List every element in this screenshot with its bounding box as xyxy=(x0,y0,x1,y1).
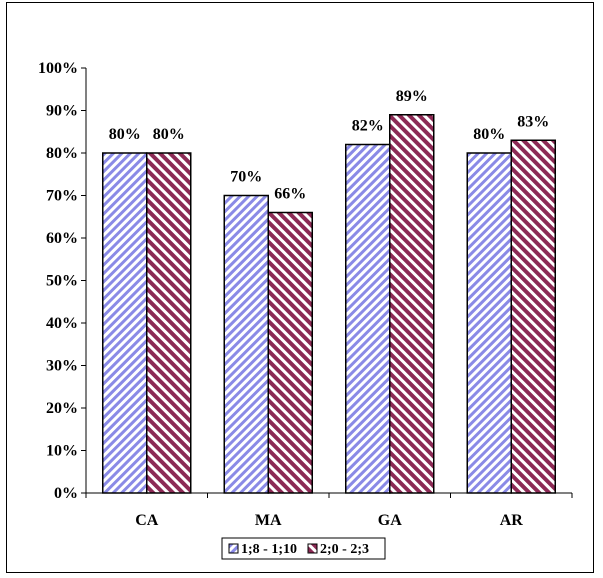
data-label: 82% xyxy=(352,118,384,135)
bar-ar-series-2 xyxy=(510,139,556,494)
bar-ma-series-1 xyxy=(223,194,269,494)
bars: 80% 80% 70% 66% 82% 89% 80% 83% xyxy=(102,88,556,494)
x-category-label: CA xyxy=(135,512,159,529)
y-tick-label: 40% xyxy=(46,315,78,332)
bar-ca-series-1 xyxy=(102,152,148,494)
legend-swatch-series-1 xyxy=(228,543,239,554)
data-label: 83% xyxy=(517,113,549,130)
y-tick-label: 30% xyxy=(46,358,78,375)
bar-ma-series-2 xyxy=(267,211,313,494)
y-tick-label: 0% xyxy=(54,485,78,502)
data-label: 80% xyxy=(109,126,141,143)
legend-label-series-1: 1;8 - 1;10 xyxy=(241,542,297,557)
x-category-label: MA xyxy=(255,512,282,529)
x-axis: CA MA GA AR xyxy=(85,492,573,529)
y-tick-label: 50% xyxy=(46,273,78,290)
y-tick-label: 80% xyxy=(46,145,78,162)
bar-ca-series-2 xyxy=(146,152,192,494)
legend-label-series-2: 2;0 - 2;3 xyxy=(320,542,369,557)
legend-swatch-series-2 xyxy=(307,543,318,554)
bar-ga-series-1 xyxy=(345,143,391,494)
x-category-label: GA xyxy=(378,512,402,529)
data-label: 80% xyxy=(473,126,505,143)
legend: 1;8 - 1;10 2;0 - 2;3 xyxy=(221,537,386,560)
chart-frame: 0% 10% 20% 30% 40% 50% 60% 70% 80% 90% 100% 80% 80%… xyxy=(6,2,594,573)
bar-chart: 0%10%20%30%40%50%60%70%80%90%100% 80% 80%… xyxy=(38,60,573,560)
data-label: 80% xyxy=(153,126,185,143)
data-label: 89% xyxy=(396,88,428,105)
data-label: 70% xyxy=(230,169,262,186)
y-tick-label: 90% xyxy=(46,103,78,120)
x-category-label: AR xyxy=(500,512,524,529)
bar-ga-series-2 xyxy=(389,114,435,494)
y-tick-label: 10% xyxy=(46,443,78,460)
y-tick-label: 60% xyxy=(46,230,78,247)
data-label: 66% xyxy=(274,186,306,203)
legend-box xyxy=(221,537,386,560)
y-tick-label: 100% xyxy=(38,60,78,77)
y-axis: 0% 10% 20% 30% 40% 50% 60% 70% 80% 90% 100% xyxy=(38,60,87,502)
bar-ar-series-1 xyxy=(466,152,512,494)
y-tick-label: 70% xyxy=(46,188,78,205)
y-tick-label: 20% xyxy=(46,400,78,417)
